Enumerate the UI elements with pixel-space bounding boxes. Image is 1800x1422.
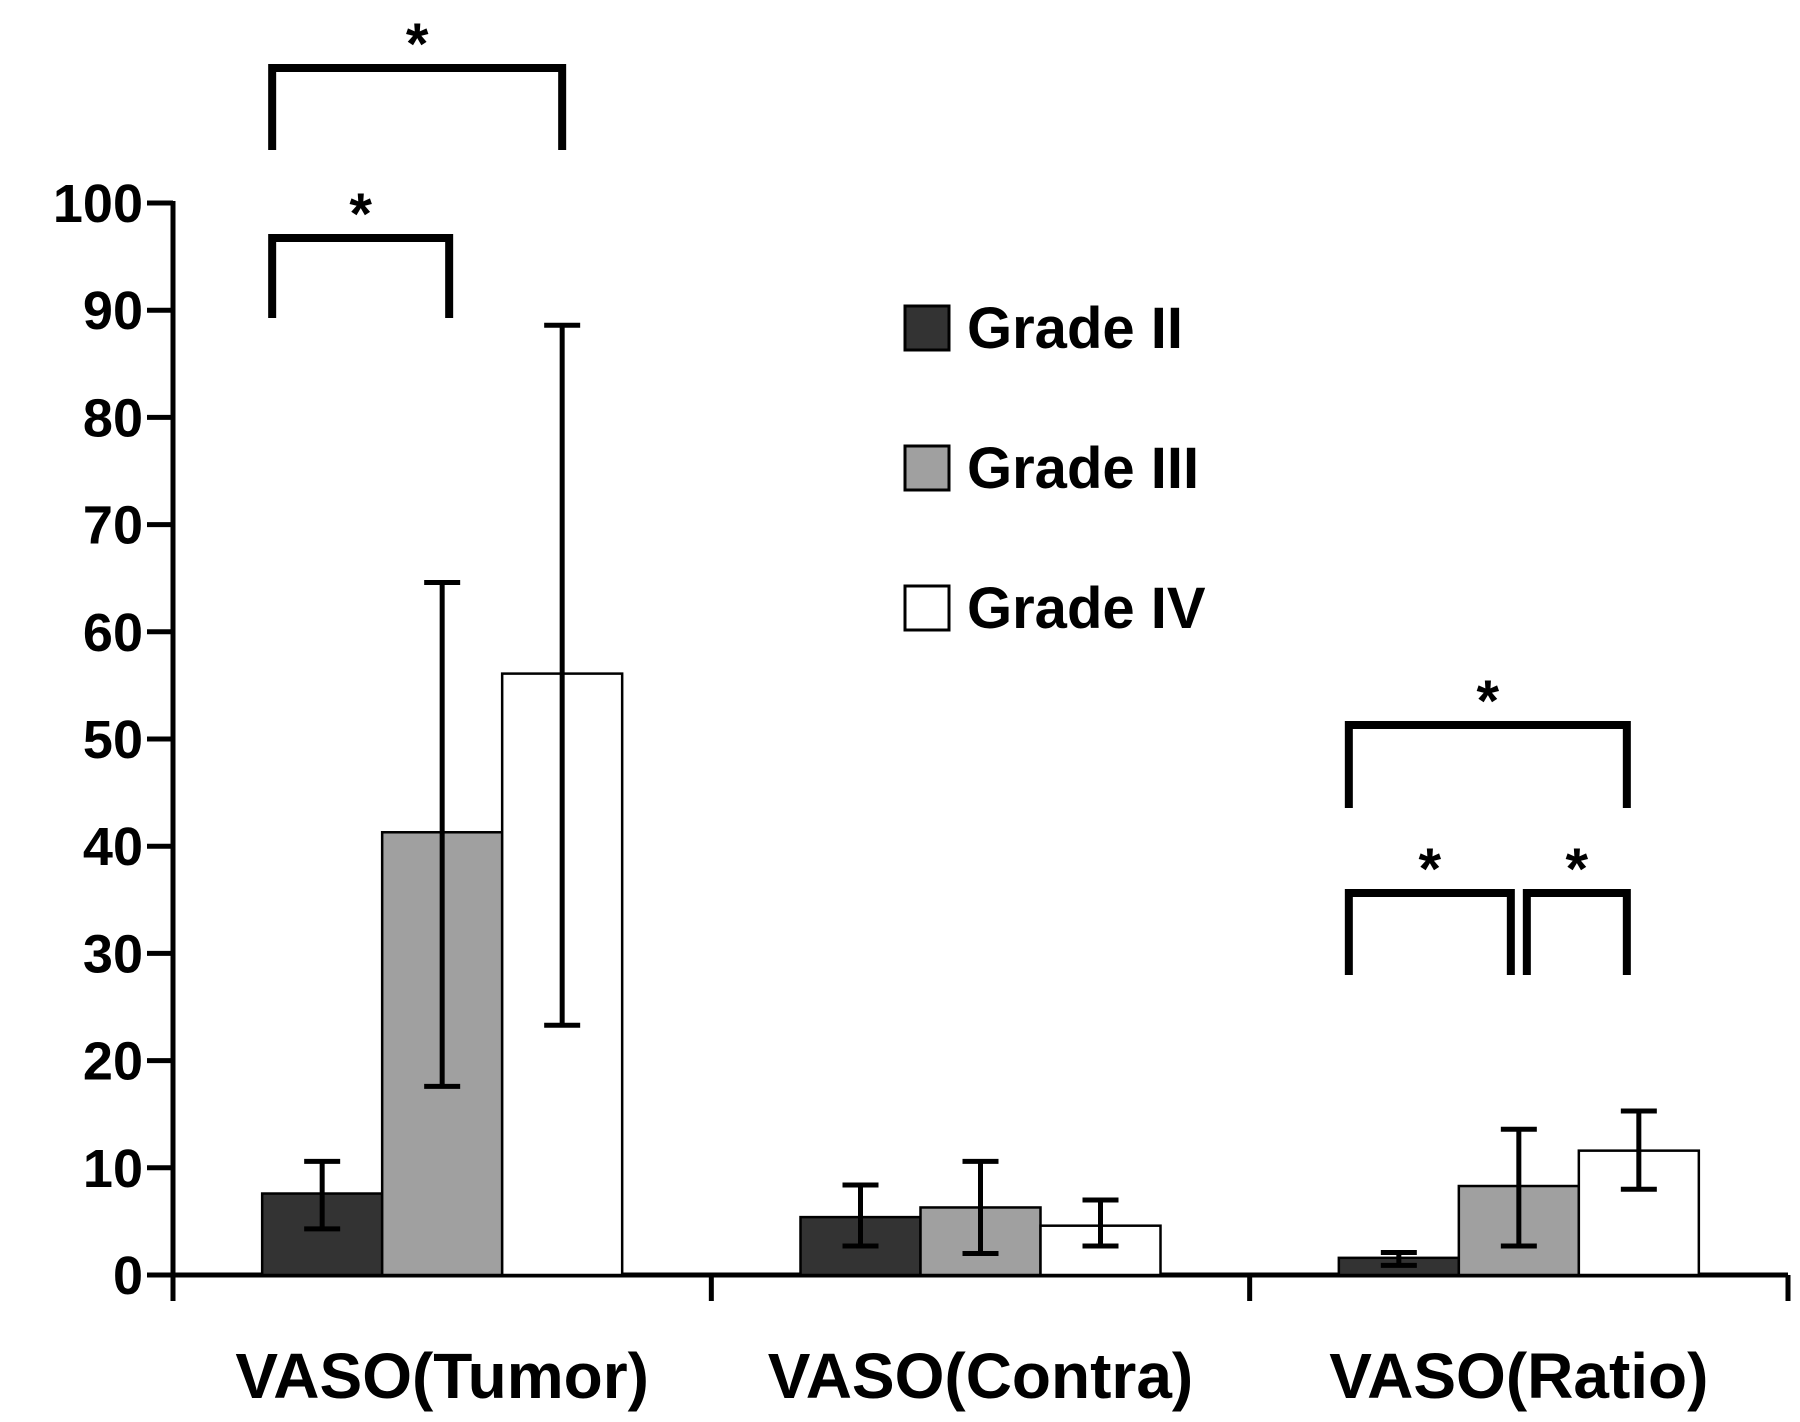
x-category-label: VASO(Tumor): [235, 1340, 649, 1412]
y-tick-label: 70: [83, 496, 143, 556]
y-tick-label: 20: [83, 1032, 143, 1092]
legend-swatch: [903, 584, 951, 632]
significance-brackets: * * * * *: [268, 12, 1631, 975]
legend-swatch: [903, 304, 951, 352]
significance-bracket: [268, 234, 454, 318]
legend-label: Grade IV: [967, 576, 1206, 641]
y-tick-label: 0: [113, 1246, 143, 1306]
y-tick-label: 100: [53, 174, 143, 234]
legend: Grade II Grade III Grade IV: [903, 296, 1206, 641]
significance-star: *: [406, 12, 429, 77]
x-category-label: VASO(Contra): [768, 1340, 1193, 1412]
y-tick-label: 60: [83, 603, 143, 663]
y-tick-label: 10: [83, 1139, 143, 1199]
x-category-label: VASO(Ratio): [1329, 1340, 1708, 1412]
significance-star: *: [1477, 669, 1500, 734]
significance-star: *: [1419, 837, 1442, 902]
y-tick-label: 40: [83, 817, 143, 877]
y-tick-label: 80: [83, 388, 143, 448]
significance-bracket: [268, 64, 567, 150]
legend-label: Grade III: [967, 436, 1199, 501]
significance-star: *: [349, 182, 372, 247]
legend-swatch: [903, 444, 951, 492]
significance-bracket: [1344, 721, 1631, 808]
significance-bracket: [1344, 889, 1515, 975]
significance-star: *: [1566, 837, 1589, 902]
y-tick-label: 50: [83, 710, 143, 770]
y-tick-label: 90: [83, 281, 143, 341]
y-tick-label: 30: [83, 924, 143, 984]
significance-bracket: [1522, 889, 1631, 975]
legend-label: Grade II: [967, 296, 1183, 361]
error-bars: [304, 322, 1657, 1268]
